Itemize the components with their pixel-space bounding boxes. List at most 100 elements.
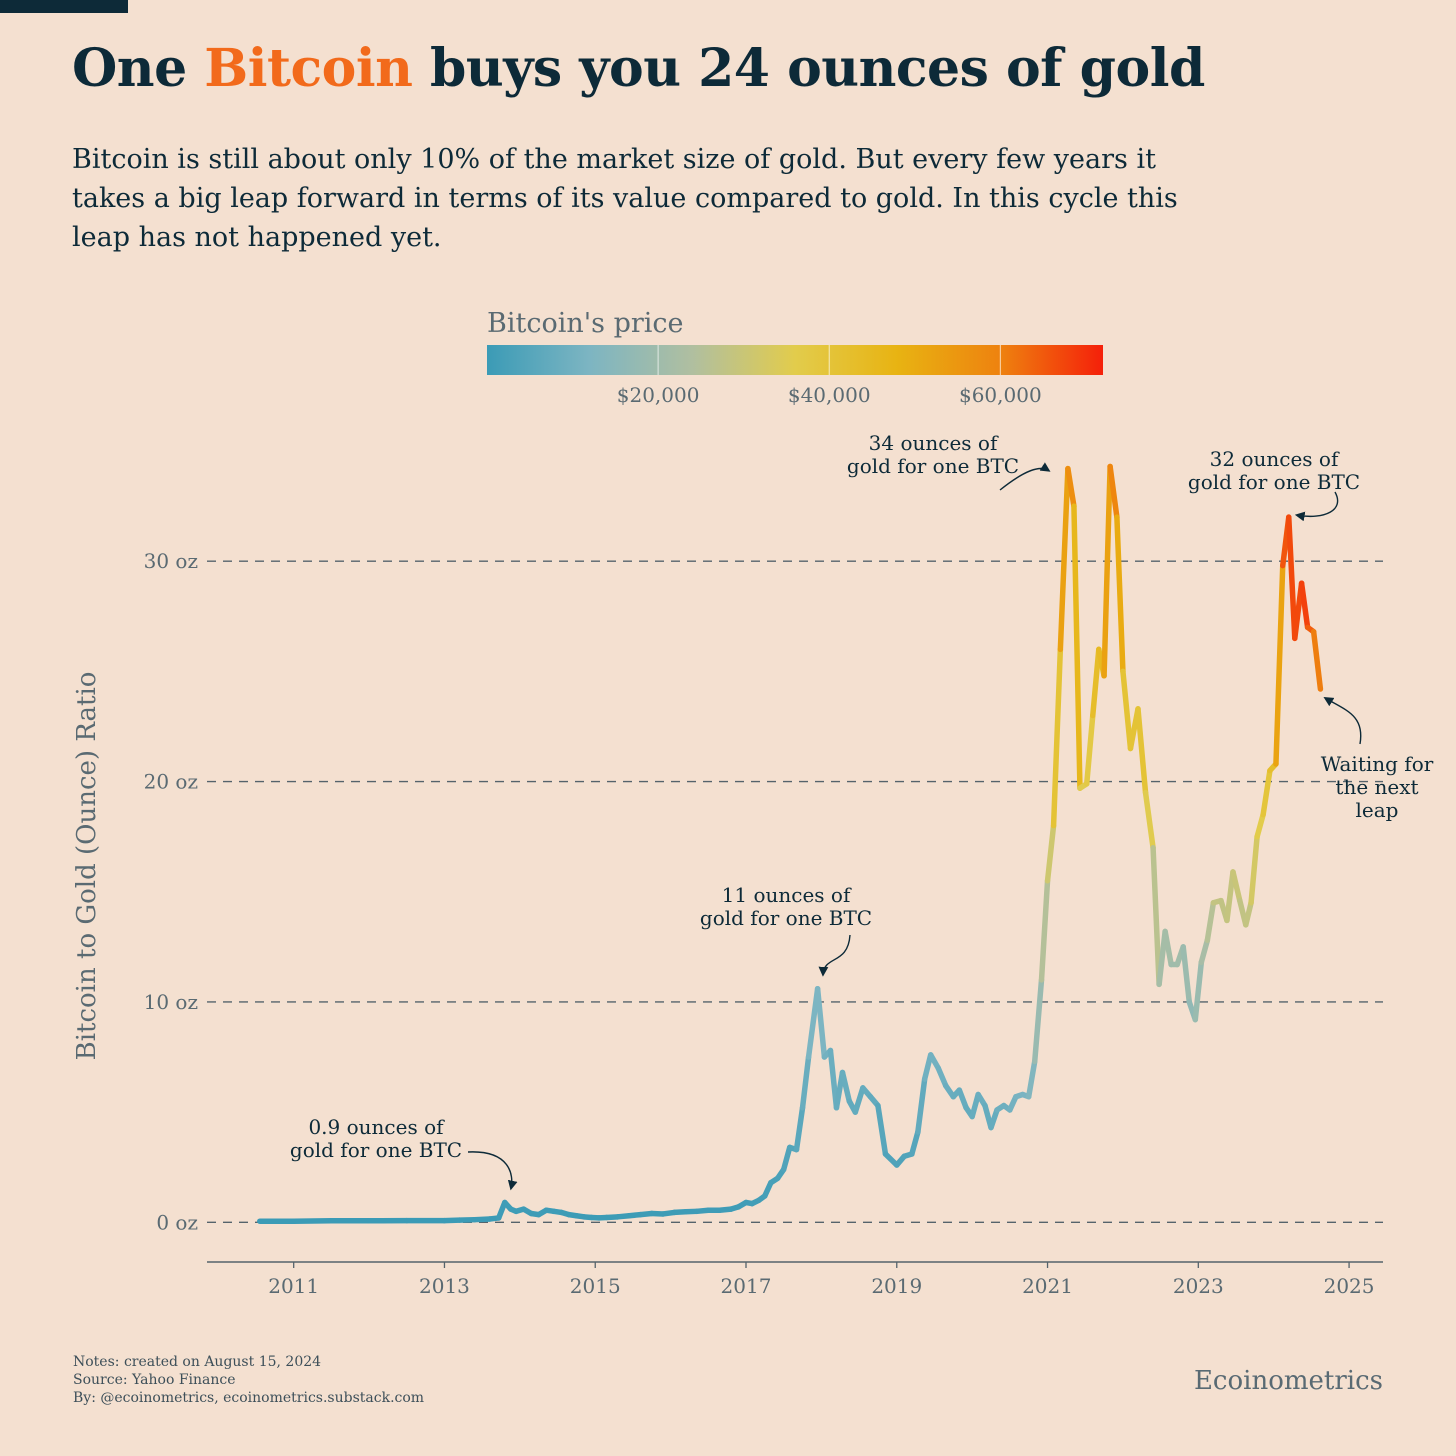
- series-segment: [793, 1104, 806, 1153]
- series-segment: [1224, 869, 1236, 924]
- series-segment: [1050, 646, 1064, 829]
- series-segment: [1198, 937, 1211, 966]
- series-segment: [1031, 977, 1045, 1065]
- colorbar-gradient: [487, 345, 1103, 375]
- series-segment: [1243, 900, 1254, 928]
- y-tick-label: 30 oz: [144, 549, 198, 573]
- series-segment: [1230, 869, 1243, 904]
- x-tick-label: 2025: [1324, 1274, 1375, 1298]
- annotation-arrow: [818, 934, 851, 977]
- series-segment: [1254, 811, 1266, 840]
- series-segment: [969, 1091, 981, 1120]
- series-segment: [799, 1054, 812, 1111]
- colorbar-tick-label: $60,000: [959, 383, 1042, 407]
- annotation-arrow: [467, 1151, 518, 1191]
- annotation-text: leap: [1356, 798, 1399, 822]
- series-segment: [935, 1065, 949, 1089]
- x-tick-label: 2023: [1173, 1274, 1224, 1298]
- colorbar-tick-label: $20,000: [617, 383, 700, 407]
- title-suffix: buys you 24 ounces of gold: [412, 38, 1205, 99]
- x-tick-label: 2019: [871, 1274, 922, 1298]
- annotation-text: gold for one BTC: [290, 1138, 462, 1162]
- y-tick-label: 0 oz: [156, 1210, 198, 1234]
- corner-accent-bar: [0, 0, 128, 13]
- footnote-source: Source: Yahoo Finance: [73, 1372, 236, 1388]
- annotation-text: 0.9 ounces of: [308, 1115, 445, 1139]
- series-segment: [1107, 463, 1120, 520]
- annotation-arrow: [1323, 697, 1362, 745]
- series-segment: [1142, 789, 1156, 851]
- annotation-text: gold for one BTC: [700, 906, 872, 930]
- series-segment: [814, 985, 828, 1060]
- series-segment: [988, 1107, 1000, 1131]
- series-segment: [780, 1144, 793, 1173]
- series-segment: [1162, 928, 1174, 968]
- title-prefix: One: [72, 38, 205, 99]
- series-segment: [1083, 712, 1096, 787]
- chart-subtitle: Bitcoin is still about only 10% of the m…: [72, 144, 1178, 253]
- series-segment: [915, 1076, 928, 1135]
- series-segment: [921, 1052, 934, 1082]
- series-segment: [852, 1085, 866, 1115]
- series-segment: [1204, 900, 1217, 944]
- series-segment: [1192, 959, 1205, 1023]
- brand-logo-text: Ecoinometrics: [1193, 1366, 1383, 1396]
- series-segment: [1071, 503, 1083, 791]
- annotation-text: 11 ounces of: [722, 883, 852, 907]
- annotation-text: the next: [1335, 775, 1418, 799]
- series-segment: [1135, 706, 1149, 796]
- annotation-arrow: [1294, 491, 1339, 522]
- colorbar: Bitcoin's price $20,000 $40,000 $60,000: [487, 308, 1103, 407]
- series-segment: [956, 1087, 969, 1111]
- footnote-notes: Notes: created on August 15, 2024: [73, 1354, 322, 1370]
- footnote-by: By: @ecoinometrics, ecoinometrics.substa…: [73, 1390, 425, 1406]
- y-tick-label: 10 oz: [144, 990, 198, 1014]
- x-tick-label: 2011: [268, 1274, 319, 1298]
- x-tick-label: 2013: [419, 1274, 470, 1298]
- annotation-text: gold for one BTC: [847, 454, 1019, 478]
- footnotes: Notes: created on August 15, 2024 Source…: [73, 1353, 424, 1407]
- y-axis-label: Bitcoin to Gold (Ounce) Ratio: [72, 672, 102, 1061]
- colorbar-tick-label: $40,000: [788, 383, 871, 407]
- series-segment: [1260, 767, 1273, 818]
- series-segment: [1101, 463, 1113, 679]
- series-segment: [909, 1129, 921, 1157]
- series-segment: [1044, 822, 1057, 884]
- series-segment: [875, 1102, 889, 1157]
- colorbar-title: Bitcoin's price: [487, 308, 684, 339]
- series-segment: [1150, 844, 1162, 988]
- series-segment: [1180, 944, 1193, 1005]
- annotation-text: gold for one BTC: [1188, 470, 1360, 494]
- series-line: [257, 463, 1324, 1224]
- series-segment: [1065, 465, 1077, 509]
- series-segment: [1310, 628, 1324, 692]
- y-tick-label: 20 oz: [144, 770, 198, 794]
- x-tick-label: 2017: [721, 1274, 772, 1298]
- series-segment: [1286, 514, 1298, 642]
- series-segment: [1090, 646, 1102, 719]
- annotation-text: 32 ounces of: [1210, 447, 1340, 471]
- annotation-arrow: [999, 462, 1051, 491]
- annotation-text: Waiting for: [1321, 752, 1434, 776]
- series-segment: [1038, 878, 1051, 983]
- annotation-text: 34 ounces of: [869, 431, 999, 455]
- series-segment: [1248, 833, 1260, 906]
- series-segment: [839, 1069, 853, 1104]
- chart-title: One Bitcoin buys you 24 ounces of gold: [72, 38, 1205, 99]
- title-highlight: Bitcoin: [204, 38, 413, 99]
- series-segment: [1273, 562, 1286, 767]
- series-segment: [1025, 1058, 1038, 1100]
- axes: 0 oz 10 oz 20 oz 30 oz 2011 2013 2015 2017 2019 2…: [72, 549, 1383, 1298]
- x-tick-label: 2015: [570, 1274, 621, 1298]
- series-segment: [1120, 668, 1134, 752]
- x-tick-label: 2021: [1022, 1274, 1073, 1298]
- series-segment: [1057, 465, 1071, 653]
- series-segment: [1298, 580, 1311, 631]
